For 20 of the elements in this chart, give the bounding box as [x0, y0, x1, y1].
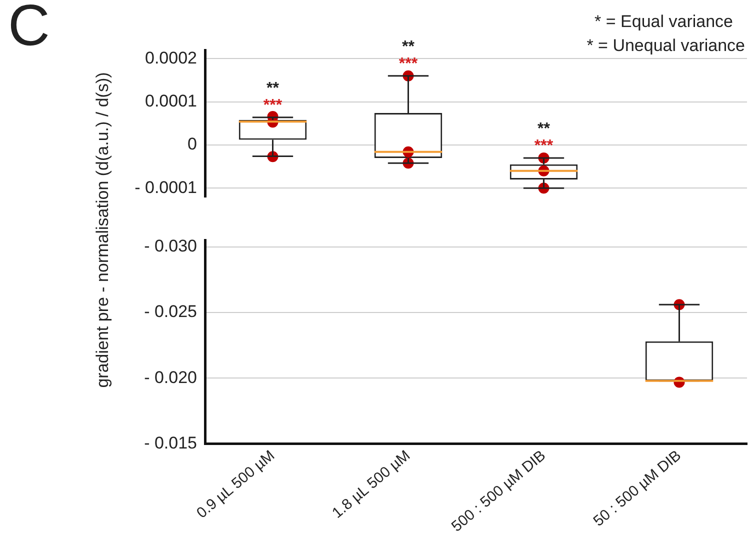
- annotation: **: [538, 120, 551, 138]
- y-axis-title: gradient pre - normalisation (d(a.u.) / d(s)): [93, 72, 113, 388]
- annotation: ***: [534, 137, 554, 154]
- x-tick-label: 1.8 µL 500 µM: [329, 447, 414, 522]
- y-tick-label: 0.0001: [145, 92, 197, 110]
- y-tick-label: - 0.0001: [134, 178, 197, 197]
- annotation: * = Unequal variance: [586, 36, 745, 56]
- annotation: **: [402, 38, 416, 56]
- x-tick-label: 500 : 500 µM DIB: [448, 447, 549, 536]
- x-tick-label: 50 : 500 µM DIB: [590, 447, 684, 530]
- text: * = Equal variance: [594, 12, 733, 32]
- y-tick-label: - 0.030: [144, 236, 197, 256]
- y-tick-label: 0: [188, 134, 197, 154]
- annotation: **: [266, 80, 280, 97]
- y-tick-label: - 0.020: [144, 368, 197, 387]
- annotation: ***: [398, 55, 418, 72]
- annotation: ***: [263, 96, 283, 114]
- y-tick-label: - 0.025: [144, 302, 197, 322]
- y-tick-label: 0.0002: [145, 48, 197, 68]
- text: C: [8, 0, 50, 59]
